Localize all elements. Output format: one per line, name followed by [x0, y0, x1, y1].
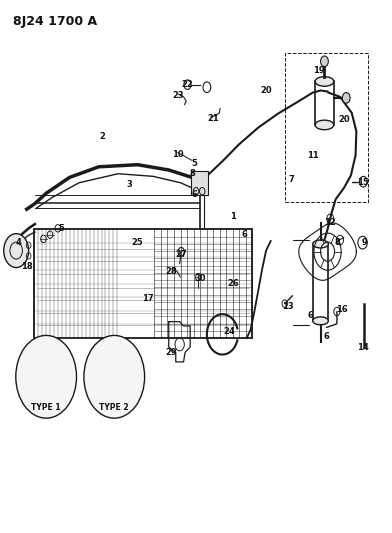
- Bar: [191, 171, 208, 195]
- Circle shape: [4, 233, 29, 268]
- Text: 8: 8: [189, 169, 195, 178]
- Bar: [315, 82, 334, 125]
- Ellipse shape: [315, 120, 334, 130]
- Circle shape: [321, 56, 328, 67]
- Text: 22: 22: [181, 80, 193, 89]
- Text: 24: 24: [223, 327, 235, 336]
- Text: 16: 16: [336, 305, 348, 314]
- Text: 26: 26: [227, 279, 239, 288]
- Text: 2: 2: [100, 132, 105, 141]
- Circle shape: [342, 93, 350, 103]
- Text: 8: 8: [334, 238, 340, 247]
- Ellipse shape: [315, 77, 334, 86]
- Bar: [34, 229, 252, 338]
- Text: 6: 6: [323, 332, 329, 341]
- Text: TYPE 2: TYPE 2: [100, 402, 129, 411]
- Text: 23: 23: [172, 91, 184, 100]
- Ellipse shape: [313, 240, 328, 248]
- Text: 9: 9: [361, 238, 367, 247]
- Text: 30: 30: [194, 273, 206, 282]
- Text: 17: 17: [142, 294, 153, 303]
- Text: 1: 1: [230, 212, 236, 221]
- Text: 29: 29: [165, 348, 176, 357]
- Text: 6: 6: [242, 230, 248, 239]
- Text: 14: 14: [358, 343, 369, 352]
- Text: 19: 19: [313, 66, 325, 75]
- Text: 11: 11: [307, 151, 319, 160]
- Text: 5: 5: [59, 224, 65, 233]
- Bar: [313, 244, 328, 321]
- Text: 4: 4: [16, 238, 22, 247]
- Text: 6: 6: [191, 190, 197, 199]
- Text: 28: 28: [165, 268, 176, 276]
- Text: 13: 13: [282, 302, 293, 311]
- Bar: [285, 53, 368, 202]
- Ellipse shape: [313, 317, 328, 325]
- Text: 25: 25: [132, 238, 143, 247]
- Text: TYPE 1: TYPE 1: [31, 402, 61, 411]
- Text: 7: 7: [289, 174, 294, 183]
- Text: 3: 3: [127, 180, 133, 189]
- Text: 8J24 1700 A: 8J24 1700 A: [13, 14, 97, 28]
- Text: 5: 5: [191, 159, 197, 167]
- Text: 20: 20: [260, 86, 272, 95]
- Text: 12: 12: [325, 218, 336, 227]
- Text: 18: 18: [21, 262, 33, 271]
- Text: 21: 21: [208, 114, 220, 123]
- Circle shape: [84, 335, 145, 418]
- Text: 10: 10: [172, 150, 183, 159]
- Text: 15: 15: [358, 178, 369, 187]
- Text: 20: 20: [339, 115, 350, 124]
- Circle shape: [16, 335, 76, 418]
- Text: 27: 27: [175, 250, 187, 259]
- Text: 6: 6: [307, 311, 313, 320]
